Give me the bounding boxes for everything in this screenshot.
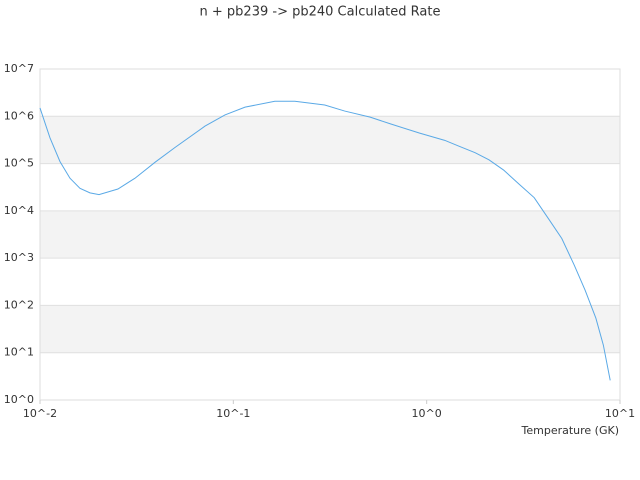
- y-tick-label: 10^0: [4, 393, 34, 406]
- y-tick-label: 10^6: [4, 109, 34, 122]
- y-tick-label: 10^5: [4, 157, 34, 170]
- grid-band: [40, 116, 620, 164]
- x-tick-label: 10^0: [412, 407, 442, 420]
- y-tick-label: 10^2: [4, 298, 34, 311]
- plot-frame: [39, 68, 621, 401]
- y-tick-label: 10^1: [4, 346, 34, 359]
- line-series: [39, 100, 611, 381]
- grid-band: [40, 210, 620, 259]
- chart-title: n + pb239 -> pb240 Calculated Rate: [200, 5, 441, 20]
- x-tick-label: 10^-1: [216, 407, 250, 420]
- x-tick-label: 10^1: [605, 407, 635, 420]
- grid-band: [40, 305, 620, 353]
- x-tick-label: 10^-2: [23, 407, 57, 420]
- y-tick-label: 10^7: [4, 62, 34, 75]
- y-tick-label: 10^3: [4, 251, 34, 264]
- x-axis-label: Temperature (GK): [521, 424, 620, 437]
- y-tick-label: 10^4: [4, 204, 34, 217]
